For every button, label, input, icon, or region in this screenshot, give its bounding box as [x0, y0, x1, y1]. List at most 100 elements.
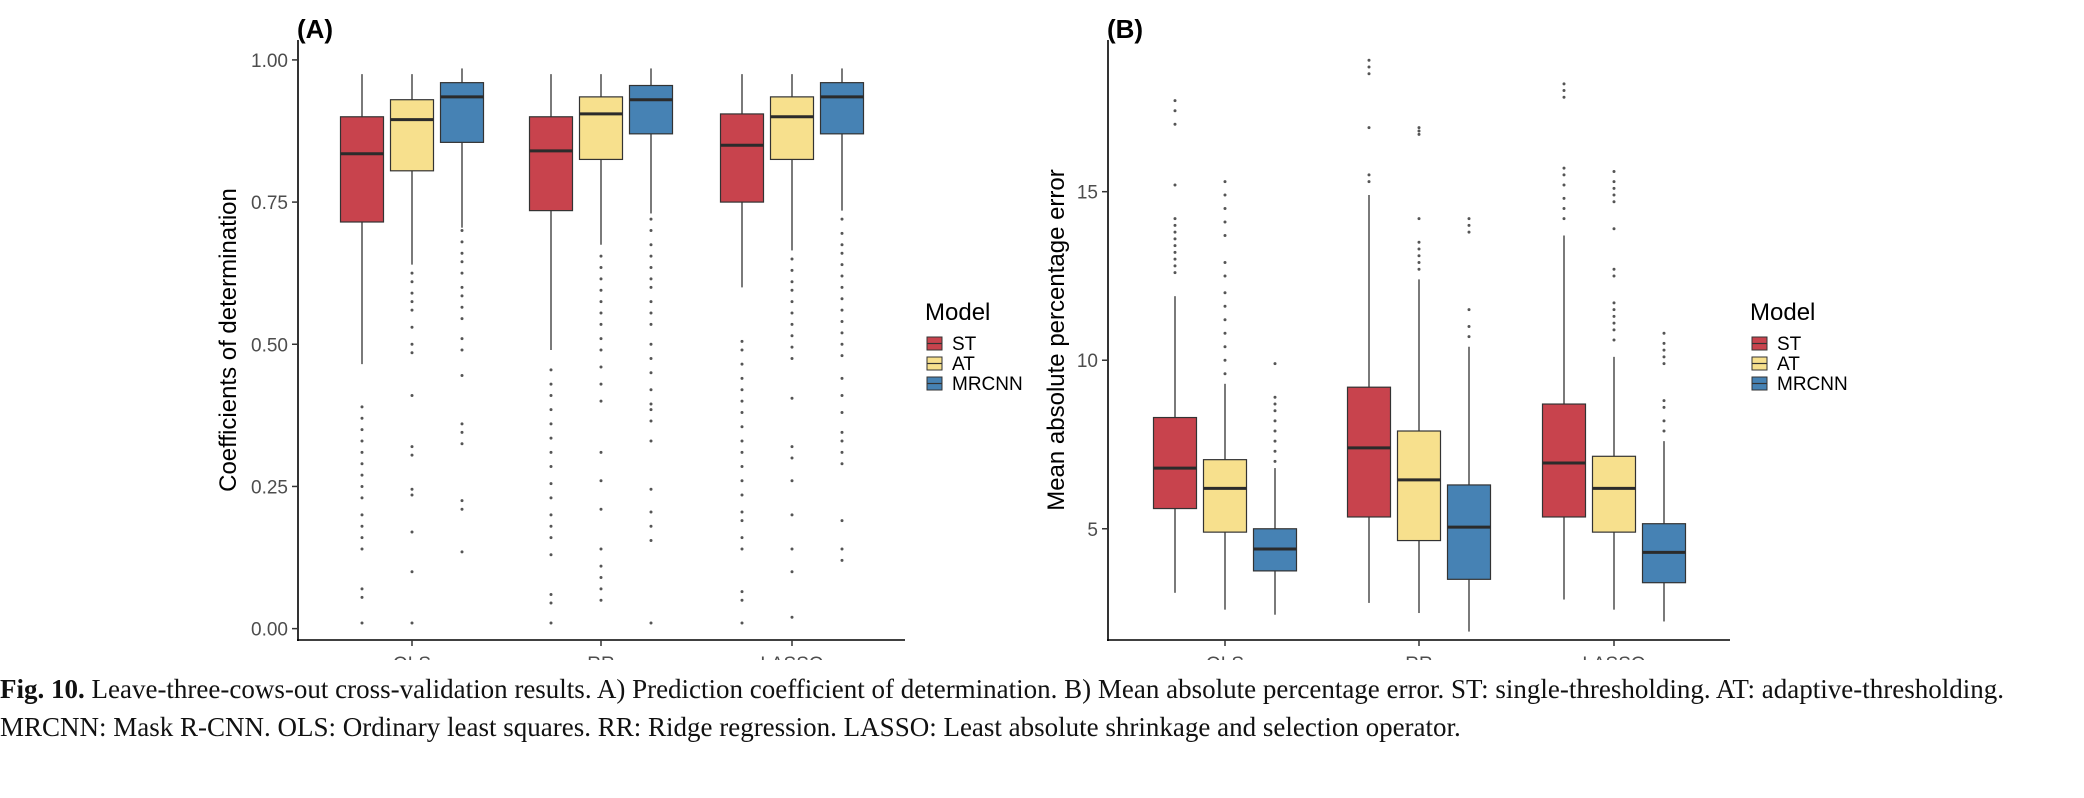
outlier-point	[1273, 402, 1277, 406]
outlier-point	[549, 465, 553, 469]
box-mrcnn-ols	[1252, 362, 1298, 615]
outlier-point	[599, 382, 603, 386]
outlier-point	[840, 342, 844, 346]
outlier-point	[1662, 405, 1666, 409]
outlier-point	[1662, 348, 1666, 352]
outlier-point	[840, 243, 844, 247]
outlier-point	[790, 396, 794, 400]
outlier-point	[1662, 331, 1666, 335]
outlier-point	[460, 229, 464, 233]
outlier-point	[1173, 257, 1177, 261]
outlier-point	[790, 445, 794, 449]
outlier-point	[790, 547, 794, 551]
x-tick-label: RR	[587, 654, 614, 660]
outlier-point	[460, 271, 464, 275]
y-axis-title: Coefficients of determination	[215, 188, 242, 492]
outlier-point	[549, 553, 553, 557]
outlier-point	[1612, 169, 1616, 173]
outlier-point	[599, 322, 603, 326]
outlier-point	[599, 547, 603, 551]
outlier-point	[649, 356, 653, 360]
outlier-point	[1223, 220, 1227, 224]
outlier-point	[1662, 355, 1666, 359]
box-st-rr	[528, 74, 574, 625]
outlier-point	[1417, 240, 1421, 244]
outlier-point	[410, 280, 414, 284]
outlier-point	[1662, 362, 1666, 366]
box-mrcnn-ols	[439, 68, 485, 554]
outlier-point	[1273, 439, 1277, 443]
outlier-point	[740, 621, 744, 625]
outlier-point	[549, 536, 553, 540]
outlier-point	[599, 348, 603, 352]
outlier-point	[460, 348, 464, 352]
outlier-point	[840, 308, 844, 312]
outlier-point	[740, 590, 744, 594]
outlier-point	[840, 393, 844, 397]
outlier-point	[549, 436, 553, 440]
outlier-point	[1612, 321, 1616, 325]
outlier-point	[1173, 230, 1177, 234]
outlier-point	[840, 376, 844, 380]
outlier-point	[599, 311, 603, 315]
outlier-point	[599, 507, 603, 511]
outlier-point	[740, 439, 744, 443]
outlier-point	[410, 530, 414, 534]
outlier-point	[360, 536, 364, 540]
outlier-point	[1223, 234, 1227, 238]
x-tick-label: LASSO	[760, 654, 823, 660]
outlier-point	[790, 334, 794, 338]
box-mrcnn-rr	[628, 68, 674, 625]
panel-label: (A)	[297, 14, 333, 44]
outlier-point	[549, 524, 553, 528]
outlier-point	[1467, 217, 1471, 221]
outlier-point	[410, 271, 414, 275]
outlier-point	[1467, 325, 1471, 329]
outlier-point	[1173, 183, 1177, 187]
outlier-point	[740, 362, 744, 366]
outlier-point	[1273, 395, 1277, 399]
x-tick-label: RR	[1405, 654, 1432, 660]
outlier-point	[1417, 126, 1421, 130]
caption-label: Fig. 10.	[0, 674, 85, 704]
outlier-point	[1612, 186, 1616, 190]
x-tick-label: LASSO	[1582, 654, 1645, 660]
outlier-point	[840, 320, 844, 324]
outlier-point	[599, 450, 603, 454]
outlier-point	[599, 587, 603, 591]
y-axis-title: Mean absolute percentage error	[1043, 169, 1070, 511]
outlier-point	[790, 615, 794, 619]
iqr-box	[528, 116, 574, 212]
outlier-point	[740, 479, 744, 483]
outlier-point	[460, 317, 464, 321]
outlier-point	[1273, 429, 1277, 433]
outlier-point	[460, 294, 464, 298]
outlier-point	[840, 354, 844, 358]
outlier-point	[410, 493, 414, 497]
outlier-point	[740, 425, 744, 429]
outlier-point	[790, 456, 794, 460]
panel-a: (A) 0.00 0.25 0.50 0.75 1.00 OLS RR LASSO Coeffic…	[215, 14, 1023, 660]
outlier-point	[360, 439, 364, 443]
outlier-point	[360, 484, 364, 488]
outlier-point	[360, 587, 364, 591]
figure: (A) 0.00 0.25 0.50 0.75 1.00 OLS RR LASSO Coeffic…	[215, 14, 1848, 660]
outlier-point	[1223, 358, 1227, 362]
outlier-point	[840, 285, 844, 289]
outlier-point	[410, 445, 414, 449]
outlier-point	[740, 411, 744, 415]
outlier-point	[1562, 166, 1566, 170]
outlier-point	[410, 300, 414, 304]
outlier-point	[1612, 227, 1616, 231]
outlier-point	[599, 277, 603, 281]
outlier-point	[460, 285, 464, 289]
outlier-point	[649, 243, 653, 247]
panel-label: (B)	[1107, 14, 1143, 44]
outlier-point	[1467, 223, 1471, 227]
iqr-box	[1446, 484, 1492, 580]
outlier-point	[1562, 82, 1566, 86]
outlier-point	[549, 382, 553, 386]
outlier-point	[790, 300, 794, 304]
outlier-point	[549, 408, 553, 412]
